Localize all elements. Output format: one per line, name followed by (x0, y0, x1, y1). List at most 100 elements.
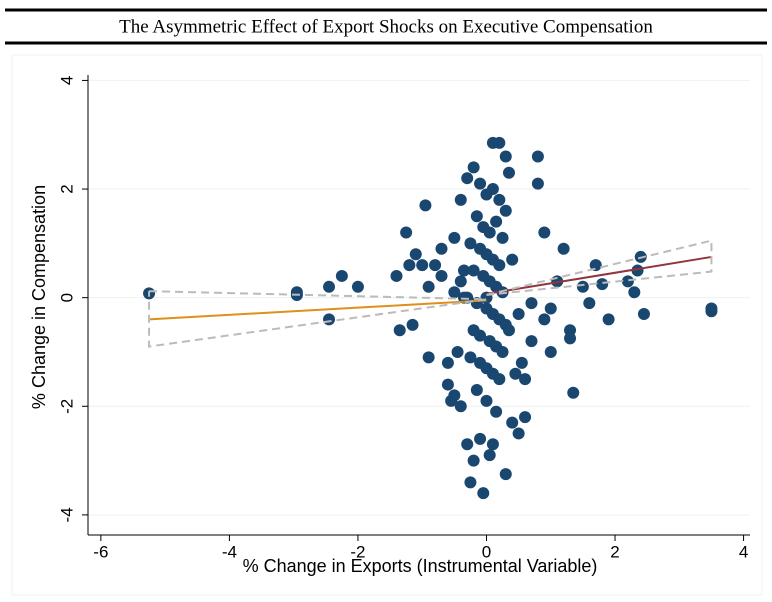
point (467, 454, 480, 467)
point (323, 280, 336, 293)
point (519, 411, 532, 424)
point (637, 307, 650, 320)
point (506, 416, 519, 429)
point (477, 487, 490, 500)
point (409, 248, 422, 261)
point (474, 177, 487, 190)
point (448, 231, 461, 244)
point (538, 313, 551, 326)
point (441, 378, 454, 391)
point (602, 313, 615, 326)
point (544, 302, 557, 315)
point (448, 286, 461, 299)
point (435, 242, 448, 255)
point (483, 449, 496, 462)
point (583, 297, 596, 310)
point (499, 150, 512, 163)
x-tick-label: -4 (222, 542, 237, 561)
point (454, 400, 467, 413)
point (496, 345, 509, 358)
y-tick-label: 2 (57, 184, 76, 193)
point (493, 136, 506, 149)
y-tick-label: 0 (57, 293, 76, 302)
point (486, 438, 499, 451)
point (705, 302, 718, 315)
point (621, 275, 634, 288)
point (567, 386, 580, 399)
x-tick-label: 4 (739, 542, 748, 561)
point (451, 345, 464, 358)
point (531, 177, 544, 190)
point (525, 297, 538, 310)
confidence-band (148, 290, 487, 348)
point (525, 335, 538, 348)
point (400, 226, 413, 239)
point (564, 332, 577, 345)
point (544, 345, 557, 358)
point (393, 324, 406, 337)
x-axis-label: % Change in Exports (Instrumental Variab… (243, 556, 598, 576)
chart-title: The Asymmetric Effect of Export Shocks o… (119, 16, 653, 37)
point (467, 161, 480, 174)
point (493, 193, 506, 206)
x-tick-label: 2 (610, 542, 619, 561)
point (448, 389, 461, 402)
point (351, 280, 364, 293)
point (557, 242, 570, 255)
point (419, 199, 432, 212)
point (454, 275, 467, 288)
point (403, 259, 416, 272)
point (422, 351, 435, 364)
point (486, 183, 499, 196)
point (493, 373, 506, 386)
point (576, 280, 589, 293)
point (531, 150, 544, 163)
fit-line (149, 299, 487, 321)
point (496, 231, 509, 244)
point (390, 269, 403, 282)
point (461, 172, 474, 185)
point (512, 427, 525, 440)
point (474, 432, 487, 445)
point (589, 259, 602, 272)
x-tick-label: -2 (350, 542, 365, 561)
y-tick-label: -4 (57, 507, 76, 522)
point (490, 405, 503, 418)
y-axis-label: % Change in Compensation (29, 185, 49, 409)
point (493, 259, 506, 272)
point (457, 264, 470, 277)
point (631, 264, 644, 277)
point (422, 280, 435, 293)
x-tick-label: 0 (482, 542, 491, 561)
point (470, 210, 483, 223)
point (480, 394, 493, 407)
point (464, 351, 477, 364)
point (628, 286, 641, 299)
point (596, 278, 609, 291)
point (512, 307, 525, 320)
point (441, 356, 454, 369)
point (323, 313, 336, 326)
point (499, 468, 512, 481)
fit-line (486, 255, 712, 295)
plot-panel (11, 54, 763, 596)
point (435, 269, 448, 282)
point (416, 259, 429, 272)
point (519, 373, 532, 386)
y-tick-label: 4 (57, 76, 76, 85)
point (483, 226, 496, 239)
y-tick-label: -2 (57, 399, 76, 414)
point (464, 476, 477, 489)
point (515, 356, 528, 369)
point (506, 253, 519, 266)
point (502, 324, 515, 337)
point (470, 383, 483, 396)
point (538, 226, 551, 239)
point (490, 215, 503, 228)
point (461, 438, 474, 451)
point (474, 329, 487, 342)
point (454, 193, 467, 206)
point (467, 264, 480, 277)
point (509, 367, 522, 380)
